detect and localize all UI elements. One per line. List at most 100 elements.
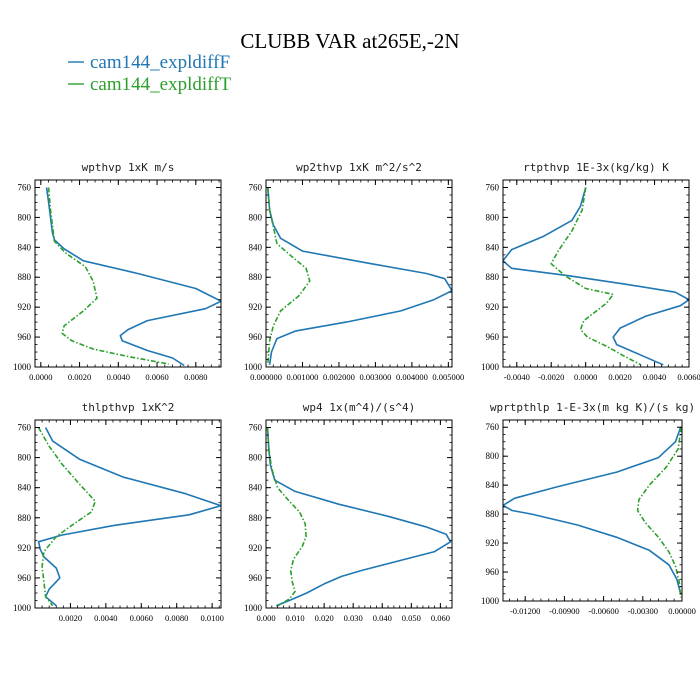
panel-6: wprtpthlp 1-E-3x(m kg K)/(s kg) 760 800 840… (481, 401, 696, 616)
x-tick-label: 0.005000 (432, 372, 464, 382)
y-tick-label: 920 (18, 302, 32, 312)
series-line-expldiffT (267, 187, 311, 365)
x-tick-label: 0.0020 (608, 372, 631, 382)
y-tick-label: 880 (18, 272, 32, 282)
panel-4: thlpthvp 1xK^2 760 800 840 880 920 960 1000 0.00… (13, 401, 224, 623)
x-tick-label: 0.000 (256, 613, 275, 623)
x-tick-label: 0.0020 (59, 613, 82, 623)
x-tick-label: 0.0020 (68, 372, 91, 382)
y-tick-label: 880 (18, 513, 32, 523)
x-tick-label: -0.00600 (588, 606, 618, 616)
y-tick-label: 960 (249, 573, 263, 583)
x-tick-label: 0.060 (431, 613, 450, 623)
series-line-expldiffF (266, 427, 452, 607)
y-tick-label: 760 (486, 182, 500, 192)
x-tick-label: 0.010 (286, 613, 305, 623)
y-tick-label: 800 (18, 212, 32, 222)
y-tick-label: 800 (486, 451, 500, 461)
y-tick-label: 800 (486, 212, 500, 222)
series-line-expldiffF (503, 187, 689, 366)
x-tick-label: 0.0040 (94, 613, 117, 623)
x-tick-label: -0.00300 (628, 606, 658, 616)
series-line-expldiffF (503, 426, 682, 595)
figure-title: CLUBB VAR at265E,-2N (240, 29, 459, 53)
y-tick-label: 840 (249, 483, 263, 493)
x-tick-label: 0.001000 (287, 372, 319, 382)
panels-group: wpthvp 1xK m/s76080084088092096010000.00… (13, 161, 700, 623)
legend-label-expldiffF: cam144_expldiffF (90, 52, 230, 73)
plot-frame (265, 419, 453, 609)
y-tick-label: 960 (249, 332, 263, 342)
y-tick-label: 840 (486, 480, 500, 490)
y-tick-label: 1000 (481, 362, 500, 372)
series-line-expldiffT (636, 427, 682, 598)
panel-title: wpthvp 1xK m/s (82, 161, 175, 174)
series-line-expldiffT (550, 187, 642, 366)
x-tick-label: 0.0000 (574, 372, 597, 382)
panel-title: wprtpthlp 1-E-3x(m kg K)/(s kg) (490, 401, 695, 414)
x-tick-label: -0.0020 (538, 372, 564, 382)
y-tick-label: 840 (18, 242, 32, 252)
y-tick-label: 880 (486, 509, 500, 519)
plot-frame (265, 179, 453, 368)
x-tick-label: 0.0000 (29, 372, 52, 382)
y-tick-label: 1000 (244, 603, 263, 613)
x-tick-label: 0.00000 (668, 606, 696, 616)
x-tick-label: 0.002000 (323, 372, 355, 382)
series-line-expldiffF (267, 187, 452, 365)
series-line-expldiffT (47, 187, 169, 365)
y-tick-label: 880 (486, 272, 500, 282)
series-line-expldiffT (266, 427, 307, 607)
panel-title: wp2thvp 1xK m^2/s^2 (296, 161, 422, 174)
y-tick-label: 920 (249, 543, 263, 553)
plot-frame (502, 179, 690, 368)
y-tick-label: 1000 (481, 596, 500, 606)
y-tick-label: 840 (486, 242, 500, 252)
y-tick-label: 960 (18, 573, 32, 583)
x-tick-label: 0.0040 (107, 372, 130, 382)
legend-label-expldiffT: cam144_expldiffT (90, 74, 231, 95)
y-tick-label: 1000 (13, 362, 32, 372)
y-tick-label: 1000 (244, 362, 263, 372)
panel-title: thlpthvp 1xK^2 (82, 401, 175, 414)
y-tick-label: 880 (249, 513, 263, 523)
panel-5: wp4 1x(m^4)/(s^4)76080084088092096010000… (244, 401, 453, 623)
figure-legend: cam144_expldiffF cam144_expldiffT (68, 52, 231, 95)
y-tick-label: 760 (486, 422, 500, 432)
x-tick-label: -0.00900 (549, 606, 579, 616)
x-tick-label: 0.020 (315, 613, 334, 623)
y-tick-label: 760 (18, 423, 32, 433)
panel-1: wpthvp 1xK m/s76080084088092096010000.00… (13, 161, 222, 382)
y-tick-label: 960 (486, 567, 500, 577)
y-tick-label: 920 (249, 302, 263, 312)
x-tick-label: 0.030 (344, 613, 363, 623)
y-tick-label: 800 (249, 453, 263, 463)
x-tick-label: 0.0100 (200, 613, 223, 623)
panel-2: wp2thvp 1xK m^2/s^2 760 800 840 880 920 960 100… (244, 161, 464, 382)
series-line-expldiffF (45, 187, 221, 367)
y-tick-label: 760 (18, 182, 32, 192)
plot-frame (34, 179, 222, 368)
y-tick-label: 760 (249, 423, 263, 433)
y-tick-label: 1000 (13, 603, 32, 613)
x-tick-label: -0.01200 (510, 606, 540, 616)
y-tick-label: 880 (249, 272, 263, 282)
x-tick-label: 0.0060 (130, 613, 153, 623)
x-tick-label: 0.0060 (677, 372, 700, 382)
panel-title: wp4 1x(m^4)/(s^4) (303, 401, 416, 414)
x-tick-label: 0.0040 (643, 372, 666, 382)
plot-frame (502, 419, 683, 602)
y-tick-label: 760 (249, 182, 263, 192)
y-tick-label: 920 (486, 302, 500, 312)
x-tick-label: 0.0080 (184, 372, 207, 382)
x-tick-label: 0.040 (373, 613, 392, 623)
y-tick-label: 800 (18, 453, 32, 463)
x-tick-label: 0.0060 (145, 372, 168, 382)
x-tick-label: 0.0080 (165, 613, 188, 623)
y-tick-label: 920 (18, 543, 32, 553)
y-tick-label: 840 (18, 483, 32, 493)
series-line-expldiffF (37, 427, 221, 607)
x-tick-label: 0.003000 (359, 372, 391, 382)
x-tick-label: 0.000000 (250, 372, 282, 382)
